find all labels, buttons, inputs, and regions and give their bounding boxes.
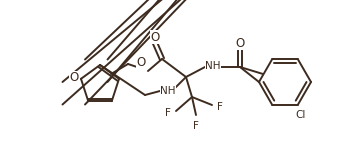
Text: Cl: Cl (296, 110, 306, 120)
Text: O: O (70, 71, 79, 84)
Text: F: F (217, 102, 223, 112)
Text: F: F (193, 121, 199, 131)
Text: O: O (150, 31, 160, 43)
Text: O: O (235, 37, 245, 49)
Text: NH: NH (205, 61, 221, 71)
Text: F: F (165, 108, 171, 118)
Text: NH: NH (160, 86, 176, 96)
Text: O: O (137, 56, 146, 69)
